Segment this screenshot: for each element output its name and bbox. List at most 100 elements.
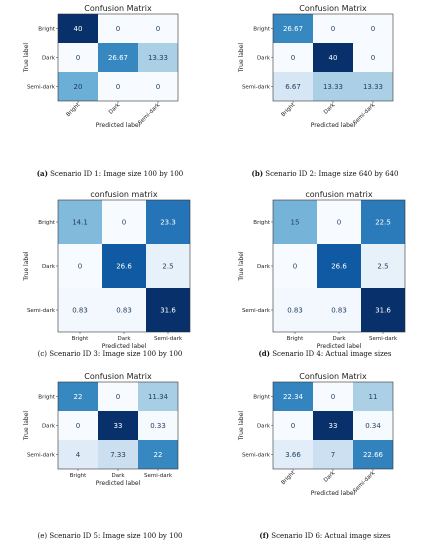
cell-value-label: 0 <box>291 422 295 430</box>
y-axis-label: True label <box>23 411 30 441</box>
cell-value-label: 0 <box>331 25 335 33</box>
heatmap-cell <box>353 411 393 440</box>
heatmap-cell <box>138 43 178 72</box>
cell-value-label: 33 <box>114 422 123 430</box>
heatmap-cell <box>98 382 138 411</box>
heatmap-cell <box>102 200 146 244</box>
y-tick-label: Semi-dark <box>27 453 56 459</box>
confusion-matrix-panel-1: Confusion Matrix 40 0 0 0 26.67 13.33 20 0 0 Brigh… <box>23 4 183 178</box>
x-tick-label: Bright <box>287 336 305 342</box>
cell-value-label: 31.6 <box>375 307 391 315</box>
panel-caption: (e) Scenario ID 5: Image size 100 by 100 <box>38 532 183 540</box>
y-tick-label: Bright <box>38 220 56 226</box>
x-tick-label: Dark <box>111 473 125 479</box>
cell-value-label: 11.34 <box>148 393 169 401</box>
cell-value-label: 0 <box>116 25 120 33</box>
cell-value-label: 0.83 <box>331 307 347 315</box>
cell-value-label: 22 <box>154 451 163 459</box>
heatmap-cell <box>98 14 138 43</box>
heatmap-cell <box>273 200 317 244</box>
panel-caption: (d) Scenario ID 4: Actual image sizes <box>258 349 391 358</box>
heatmap-cell <box>353 72 393 101</box>
heatmap-cell <box>353 382 393 411</box>
y-tick-label: Bright <box>38 395 56 401</box>
heatmap-cell <box>58 200 102 244</box>
cell-value-label: 0 <box>76 422 80 430</box>
heatmap-cell <box>58 411 98 440</box>
y-tick-label: Bright <box>253 395 271 401</box>
cell-value-label: 2.5 <box>377 263 388 271</box>
cell-value-label: 3.66 <box>285 451 301 459</box>
confusion-matrix-panel-3: confusion matrix 14.1 0 23.3 0 26.6 2.5 0.83 0.8… <box>23 190 191 358</box>
x-tick-label: Semi-dark <box>352 470 377 495</box>
cell-value-label: 0 <box>291 54 295 62</box>
chart-title: Confusion Matrix <box>299 372 367 381</box>
heatmap-cell <box>146 288 190 332</box>
heatmap-cell <box>98 440 138 469</box>
heatmap-cell <box>317 288 361 332</box>
x-tick-label: Dark <box>323 470 337 484</box>
heatmap-cell <box>138 72 178 101</box>
x-tick-label: Dark <box>117 336 131 342</box>
cell-value-label: 0.83 <box>72 307 88 315</box>
cell-value-label: 4 <box>76 451 81 459</box>
chart-title: confusion matrix <box>305 190 372 199</box>
x-tick-label: Semi-dark <box>154 336 183 342</box>
x-tick-label: Bright <box>72 336 90 342</box>
heatmap-cell <box>273 440 313 469</box>
cell-value-label: 0 <box>76 54 80 62</box>
heatmap-cell <box>273 411 313 440</box>
x-tick-label: Semi-dark <box>369 336 398 342</box>
cell-value-label: 0 <box>116 83 120 91</box>
cell-value-label: 0 <box>331 393 335 401</box>
x-tick-label: Semi-dark <box>144 473 173 479</box>
heatmap-cell <box>138 411 178 440</box>
x-axis-label: Predicted label <box>311 490 356 497</box>
caption-text: Scenario ID 1: Image size 100 by 100 <box>48 170 183 178</box>
cell-value-label: 0 <box>156 83 160 91</box>
heatmap-cell <box>273 43 313 72</box>
cell-value-label: 22 <box>74 393 83 401</box>
cell-value-label: 13.33 <box>363 83 383 91</box>
chart-title: Confusion Matrix <box>84 372 152 381</box>
cell-value-label: 23.3 <box>160 219 176 227</box>
heatmap-cell <box>146 200 190 244</box>
heatmap-cell <box>317 244 361 288</box>
panel-caption: (c) Scenario ID 3: Image size 100 by 100 <box>38 350 183 358</box>
y-tick-label: Semi-dark <box>242 308 271 314</box>
cell-value-label: 40 <box>329 54 338 62</box>
cell-value-label: 26.67 <box>283 25 303 33</box>
heatmap-cell <box>353 43 393 72</box>
confusion-matrix-panel-4: confusion matrix 15 0 22.5 0 26.6 2.5 0.83 0.83 3… <box>238 190 406 358</box>
cell-value-label: 0 <box>156 25 160 33</box>
x-axis-label: Predicted label <box>102 343 147 350</box>
heatmap-cell <box>273 382 313 411</box>
heatmap-cell <box>138 14 178 43</box>
y-tick-label: Bright <box>38 27 56 33</box>
heatmap-cell <box>98 72 138 101</box>
y-tick-label: Semi-dark <box>242 453 271 459</box>
heatmap-cell <box>98 411 138 440</box>
cell-value-label: 0 <box>337 219 341 227</box>
cell-value-label: 22.5 <box>375 219 391 227</box>
x-tick-label: Bright <box>70 473 88 479</box>
caption-text: Scenario ID 3: Image size 100 by 100 <box>47 350 182 358</box>
y-tick-label: Dark <box>257 424 271 430</box>
heatmap-cell <box>313 440 353 469</box>
y-tick-label: Dark <box>42 424 56 430</box>
cell-value-label: 0.34 <box>365 422 381 430</box>
heatmap-cell <box>313 411 353 440</box>
chart-title: Confusion Matrix <box>84 4 152 13</box>
x-tick-label: Bright <box>280 102 297 119</box>
heatmap-cell <box>273 244 317 288</box>
x-tick-label: Bright <box>280 470 297 487</box>
caption-id: (a) <box>37 169 48 178</box>
heatmap-cell <box>313 72 353 101</box>
y-axis-label: True label <box>238 251 245 281</box>
cell-value-label: 0 <box>122 219 126 227</box>
cell-value-label: 26.67 <box>108 54 128 62</box>
caption-id: (d) <box>258 349 270 358</box>
y-tick-label: Semi-dark <box>27 308 56 314</box>
